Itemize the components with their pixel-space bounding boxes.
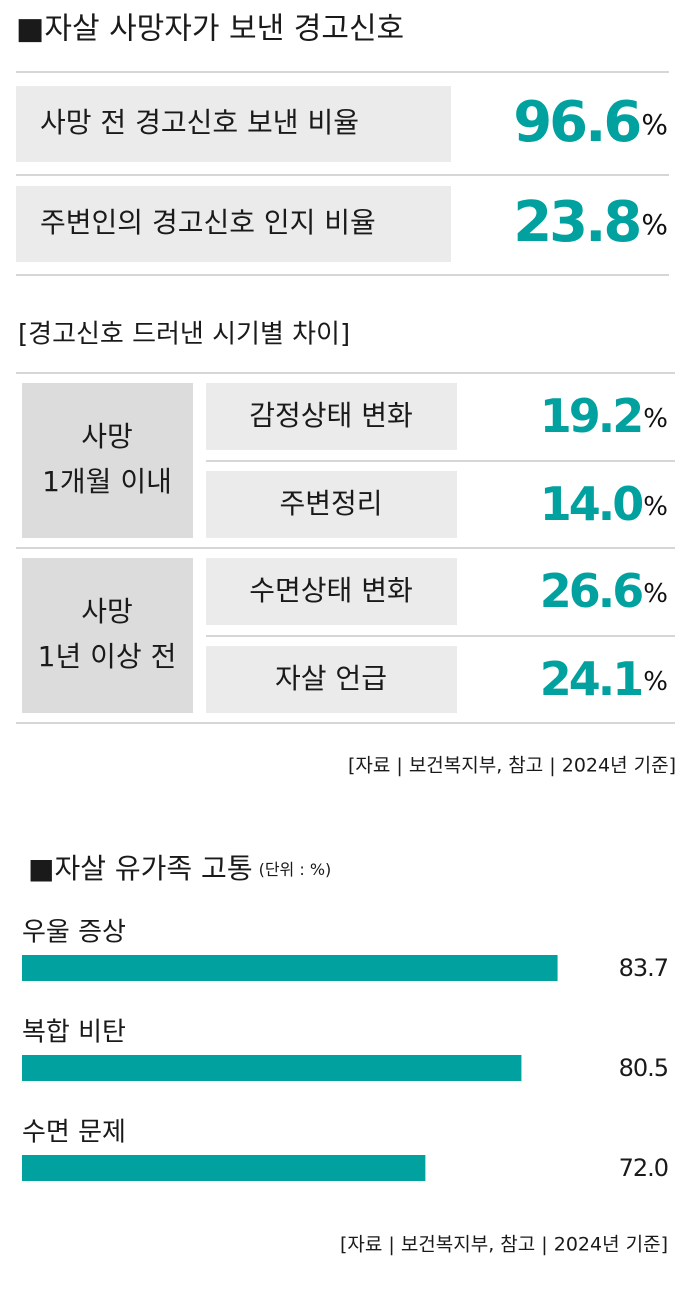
value-label: 80.5: [619, 1054, 668, 1082]
title: ■자살 사망자가 보낸 경고신호: [16, 12, 404, 47]
stat-unit: %: [643, 579, 668, 609]
stat-number: 26.6: [540, 564, 642, 618]
category-label: 우울 증상: [22, 918, 126, 948]
stat-value: 96.6%: [513, 90, 668, 155]
item-label: 주변정리: [279, 487, 382, 520]
stat-value: 26.6%: [540, 564, 668, 618]
value-label: 72.0: [619, 1154, 668, 1182]
item-label: 수면상태 변화: [249, 574, 412, 607]
group-label: 사망: [81, 420, 133, 453]
label-box: [16, 186, 451, 262]
item-box: [206, 558, 457, 625]
stat-unit: %: [641, 208, 668, 241]
stat-number: 19.2: [540, 389, 642, 443]
item-label: 자살 언급: [275, 662, 387, 695]
stat-unit: %: [643, 667, 668, 697]
stat-number: 96.6: [513, 90, 639, 155]
group-label: 사망: [81, 595, 133, 628]
group-box: [22, 558, 193, 713]
bar: [22, 955, 558, 981]
section-title: [경고신호 드러낸 시기별 차이]: [18, 320, 350, 350]
category-label: 복합 비탄: [22, 1018, 126, 1048]
source: [자료 | 보건복지부, 참고 | 2024년 기준]: [348, 755, 676, 777]
group-label: 1년 이상 전: [38, 640, 177, 673]
item-box: [206, 383, 457, 450]
bar: [22, 1055, 522, 1081]
item-label: 감정상태 변화: [249, 399, 412, 432]
stat-label: 주변인의 경고신호 인지 비율: [40, 206, 376, 239]
chart-subtitle: (단위 : %): [259, 860, 332, 879]
item-box: [206, 471, 457, 538]
chart-source: [자료 | 보건복지부, 참고 | 2024년 기준]: [340, 1234, 668, 1256]
bar: [22, 1155, 426, 1181]
stat-number: 23.8: [513, 190, 639, 255]
stat-unit: %: [641, 108, 668, 141]
stat-value: 24.1%: [540, 652, 668, 706]
chart-title-main: ■자살 유가족 고통: [28, 852, 253, 885]
stat-unit: %: [643, 404, 668, 434]
group-box: [22, 383, 193, 538]
label-box: [16, 86, 451, 162]
stat-number: 14.0: [540, 477, 642, 531]
stat-value: 14.0%: [540, 477, 668, 531]
stat-unit: %: [643, 492, 668, 522]
group-label: 1개월 이내: [42, 465, 172, 498]
chart-title: ■자살 유가족 고통 (단위 : %): [28, 852, 331, 885]
category-label: 수면 문제: [22, 1118, 126, 1148]
stat-number: 24.1: [540, 652, 642, 706]
value-label: 83.7: [619, 954, 668, 982]
stat-value: 23.8%: [513, 190, 668, 255]
stat-value: 19.2%: [540, 389, 668, 443]
stat-label: 사망 전 경고신호 보낸 비율: [40, 106, 359, 139]
item-box: [206, 646, 457, 713]
